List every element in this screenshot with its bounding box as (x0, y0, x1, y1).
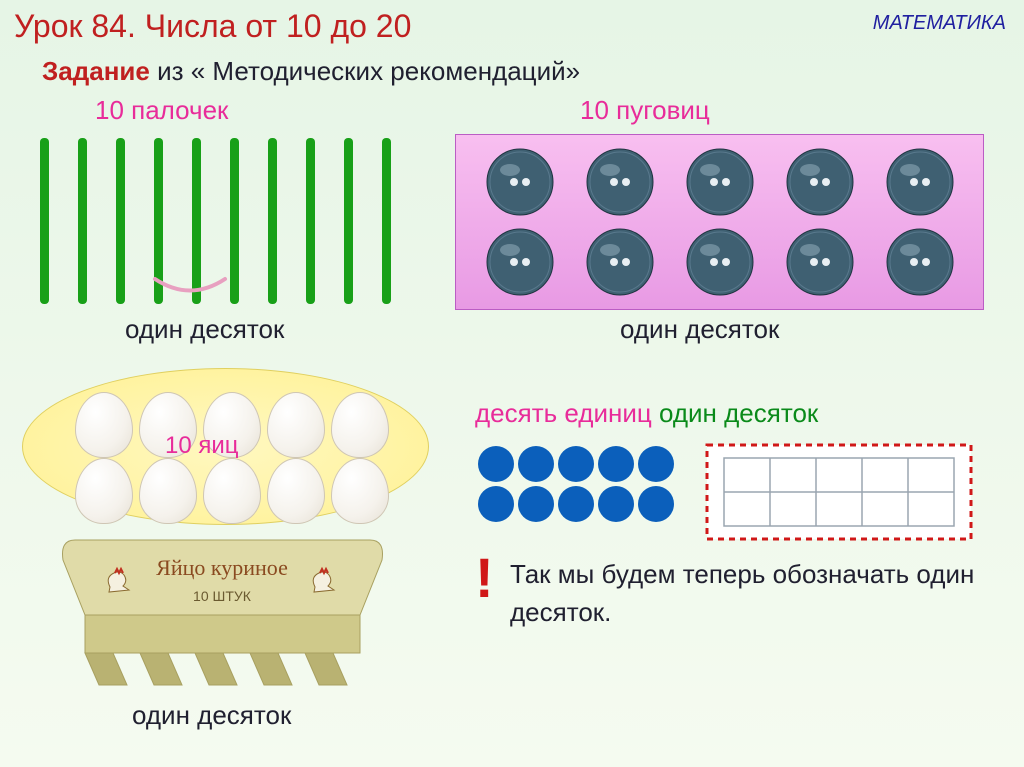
egg-carton: Яйцо куриное 10 ШТУК (55, 535, 390, 695)
subject-label: МАТЕМАТИКА (873, 12, 1006, 35)
egg (75, 392, 133, 458)
button-icon (484, 226, 556, 298)
task-line: Задание из « Методических рекомендаций» (42, 56, 580, 87)
definition-line: десять единиц один десяток (475, 398, 818, 429)
buttons-row-1 (484, 146, 956, 218)
buttons-caption: один десяток (620, 314, 779, 345)
carton-qty: 10 ШТУК (193, 588, 252, 604)
stick (40, 138, 49, 304)
buttons-label: 10 пуговиц (580, 95, 710, 126)
button-icon (684, 146, 756, 218)
egg (331, 458, 389, 524)
egg (203, 458, 261, 524)
dot (638, 486, 674, 522)
button-icon (784, 146, 856, 218)
stick (306, 138, 315, 304)
egg (75, 458, 133, 524)
dot (518, 446, 554, 482)
dot (638, 446, 674, 482)
stick (230, 138, 239, 304)
egg (267, 392, 325, 458)
egg (331, 392, 389, 458)
dot (478, 446, 514, 482)
button-icon (584, 226, 656, 298)
stick (78, 138, 87, 304)
stick (344, 138, 353, 304)
dots-graphic (478, 446, 674, 522)
definition-part2: один десяток (659, 398, 818, 428)
ten-frame (704, 442, 974, 542)
stick (382, 138, 391, 304)
egg (139, 458, 197, 524)
statement-text: Так мы будем теперь обозначать один деся… (510, 556, 990, 631)
button-icon (884, 146, 956, 218)
exclamation-mark: ! (475, 545, 494, 610)
sticks-label: 10 палочек (95, 95, 228, 126)
task-rest: из « Методических рекомендаций» (150, 56, 580, 86)
stick (116, 138, 125, 304)
button-icon (684, 226, 756, 298)
egg (267, 458, 325, 524)
button-icon (884, 226, 956, 298)
button-icon (784, 226, 856, 298)
lesson-title: Урок 84. Числа от 10 до 20 (14, 8, 411, 45)
buttons-box (455, 134, 984, 310)
eggs-label: 10 яиц (165, 432, 239, 460)
sticks-arc (150, 274, 230, 304)
task-accent: Задание (42, 56, 150, 86)
carton-title: Яйцо куриное (156, 555, 288, 580)
button-icon (484, 146, 556, 218)
stick (268, 138, 277, 304)
dot (598, 446, 634, 482)
dot (478, 486, 514, 522)
sticks-caption: один десяток (125, 314, 284, 345)
buttons-row-2 (484, 226, 956, 298)
dot (558, 486, 594, 522)
dot (598, 486, 634, 522)
eggs-caption: один десяток (132, 700, 291, 731)
button-icon (584, 146, 656, 218)
definition-part1: десять единиц (475, 398, 659, 428)
dot (558, 446, 594, 482)
dot (518, 486, 554, 522)
